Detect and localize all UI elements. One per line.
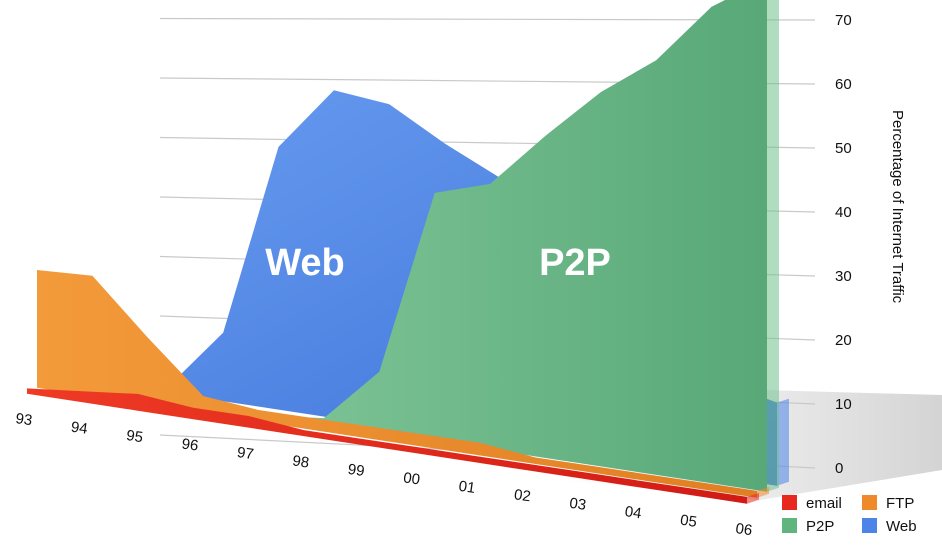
legend-label-ftp: FTP — [886, 495, 914, 512]
x-tick-03: 03 — [568, 495, 587, 514]
series-layer — [27, 0, 789, 504]
y-tick-0: 0 — [835, 460, 843, 477]
x-tick-97: 97 — [236, 444, 255, 463]
x-tick-96: 96 — [181, 436, 200, 455]
legend-label-p2p: P2P — [806, 518, 834, 535]
y-axis-ticks: 0 10 20 30 40 50 60 70 — [835, 12, 852, 477]
series-email-edge — [747, 492, 759, 504]
y-tick-50: 50 — [835, 140, 852, 157]
y-tick-30: 30 — [835, 268, 852, 285]
series-web-edge — [777, 398, 789, 486]
x-tick-93: 93 — [14, 410, 33, 429]
y-tick-60: 60 — [835, 76, 852, 93]
x-tick-04: 04 — [624, 503, 643, 522]
legend-swatch-web — [862, 518, 877, 533]
series-ftp-area — [37, 270, 757, 498]
series-p2p-area — [47, 0, 767, 492]
x-tick-98: 98 — [291, 452, 310, 471]
legend-swatch-email — [782, 495, 797, 510]
y-tick-10: 10 — [835, 396, 852, 413]
legend-swatch-ftp — [862, 495, 877, 510]
series-email-area — [27, 388, 747, 504]
x-axis-ticks: 93 94 95 96 97 98 99 00 01 02 03 04 05 06 — [14, 410, 753, 539]
x-tick-02: 02 — [513, 486, 532, 505]
series-ftp-edge — [757, 486, 769, 498]
area-labels: Web P2P — [265, 242, 611, 284]
x-tick-94: 94 — [70, 419, 89, 438]
series-p2p-edge — [767, 0, 779, 492]
x-tick-00: 00 — [402, 469, 421, 488]
x-tick-01: 01 — [458, 478, 477, 497]
x-tick-99: 99 — [347, 461, 366, 480]
y-tick-70: 70 — [835, 12, 852, 29]
y-tick-40: 40 — [835, 204, 852, 221]
y-axis-label: Percentage of Internet Traffic — [889, 110, 906, 304]
legend: email FTP P2P Web — [782, 495, 917, 535]
x-tick-06: 06 — [734, 520, 753, 539]
y-tick-20: 20 — [835, 332, 852, 349]
legend-label-email: email — [806, 495, 842, 512]
x-tick-95: 95 — [125, 427, 144, 446]
area-label-web: Web — [265, 242, 345, 284]
area-label-p2p: P2P — [539, 242, 611, 284]
x-tick-05: 05 — [679, 512, 698, 531]
legend-swatch-p2p — [782, 518, 797, 533]
legend-label-web: Web — [886, 518, 917, 535]
